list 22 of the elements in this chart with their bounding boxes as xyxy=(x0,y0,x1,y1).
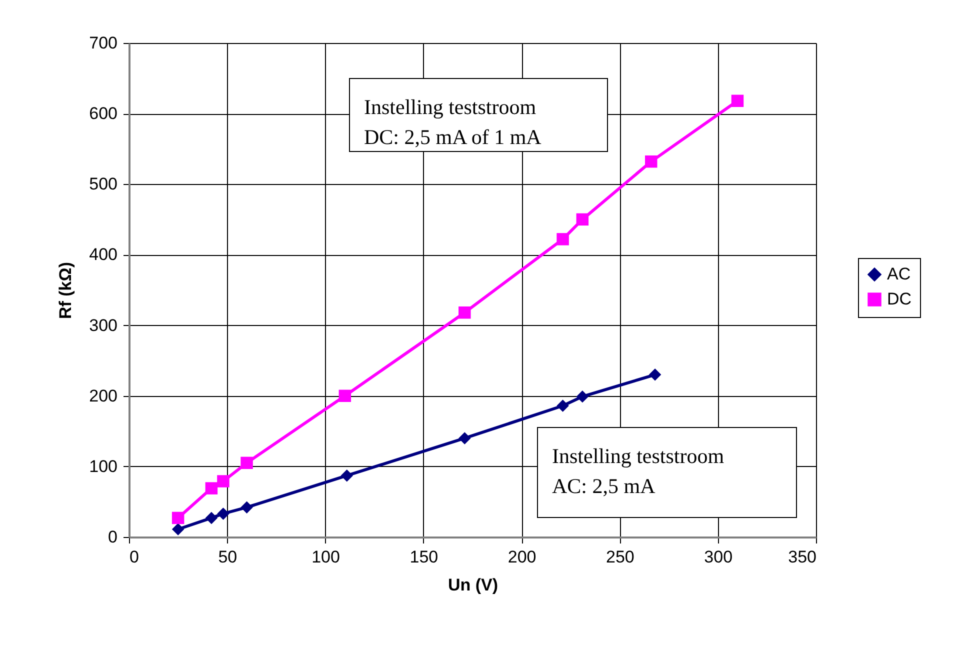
x-tick-label: 200 xyxy=(508,548,536,566)
y-tick-label: 500 xyxy=(89,174,118,194)
y-tick-label: 600 xyxy=(89,104,118,124)
legend-label: DC xyxy=(887,290,912,308)
x-tick-label: 0 xyxy=(130,548,139,566)
x-tick-label: 300 xyxy=(704,548,733,566)
y-tick-label: 300 xyxy=(89,316,118,335)
text-box: Instelling teststroom AC: 2,5 mA xyxy=(537,427,797,518)
y-tick-label: 700 xyxy=(89,34,118,52)
y-tick-label: 400 xyxy=(89,245,118,264)
y-tick-label: 200 xyxy=(89,386,118,406)
x-tick-label: 350 xyxy=(788,548,816,566)
y-tick-label: 100 xyxy=(89,456,118,476)
x-tick-label: 150 xyxy=(410,548,438,566)
y-axis-title: Rf (kΩ) xyxy=(56,262,76,320)
x-axis-title: Un (V) xyxy=(448,576,498,594)
text-box: Instelling teststroom DC: 2,5 mA of 1 mA xyxy=(349,78,608,152)
x-tick-label: 100 xyxy=(312,548,340,566)
x-tick-label: 250 xyxy=(606,548,634,566)
x-tick-label: 50 xyxy=(218,548,238,566)
legend-label: AC xyxy=(887,264,911,284)
y-tick-label: 0 xyxy=(108,528,118,546)
